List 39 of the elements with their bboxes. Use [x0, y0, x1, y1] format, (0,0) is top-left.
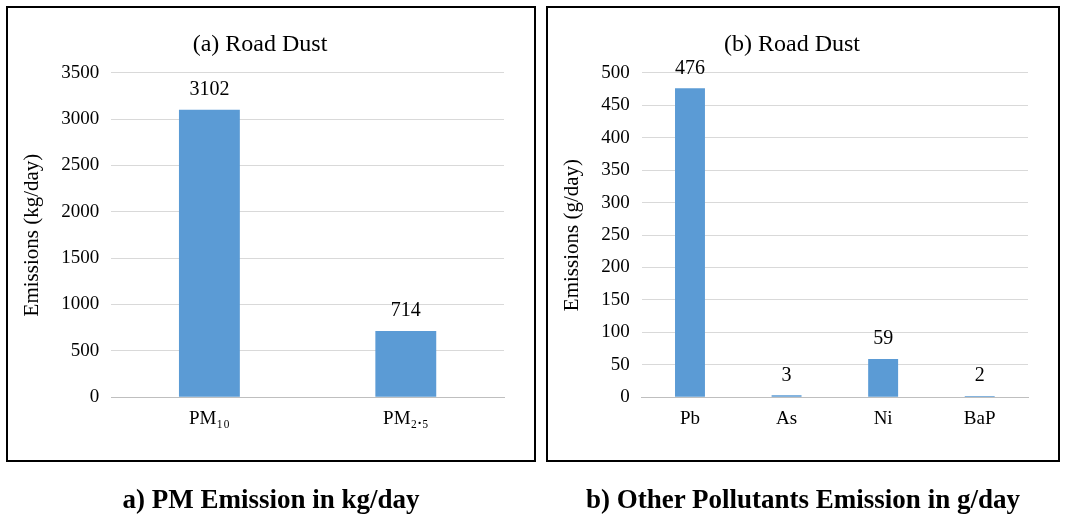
y-tick-label: 0: [89, 385, 100, 407]
data-label: 2: [974, 363, 985, 386]
y-tick-label: 2500: [61, 153, 100, 175]
y-tick-label: 200: [601, 255, 630, 277]
y-tick-label: 3000: [61, 107, 100, 129]
y-tick-label: 3500: [61, 60, 100, 82]
data-label: 59: [873, 326, 894, 349]
y-tick-label: 1500: [61, 246, 100, 268]
text: b) Other Pollutants Emission in g/day: [585, 484, 1021, 515]
y-tick-label: 350: [601, 158, 630, 180]
y-tick-label: 500: [70, 338, 100, 360]
data-label: 3: [781, 362, 792, 385]
x-tick-label: As: [776, 406, 798, 428]
y-axis-title: Emissions (g/day): [559, 158, 584, 312]
bar: [868, 358, 899, 397]
x-tick-label: BaP: [963, 406, 996, 428]
data-label: 476: [674, 55, 705, 78]
y-tick-label: 500: [601, 60, 630, 82]
text: a) PM Emission in kg/day: [121, 484, 421, 515]
y-tick-label: 0: [620, 385, 630, 407]
y-tick-label: 450: [601, 93, 630, 115]
y-tick-label: 250: [601, 222, 630, 244]
y-tick-label: 1000: [61, 292, 100, 314]
y-tick-label: 50: [610, 352, 630, 374]
bar: [675, 88, 705, 397]
chart-title: (b) Road Dust: [724, 29, 861, 56]
x-tick-label: PM₂.₅: [383, 406, 429, 428]
chart-title: (a) Road Dust: [192, 29, 328, 56]
data-label: 3102: [189, 76, 230, 99]
y-tick-label: 300: [601, 190, 630, 212]
x-tick-label: PM₁₀: [189, 406, 230, 428]
data-label: 714: [390, 298, 421, 321]
x-tick-label: Ni: [873, 406, 893, 428]
y-axis-title: Emissions (kg/day): [19, 153, 44, 317]
y-tick-label: 400: [601, 125, 630, 147]
x-tick-label: Pb: [679, 406, 701, 428]
y-tick-label: 100: [601, 320, 630, 342]
y-tick-label: 2000: [61, 199, 100, 221]
y-tick-label: 150: [601, 287, 630, 309]
